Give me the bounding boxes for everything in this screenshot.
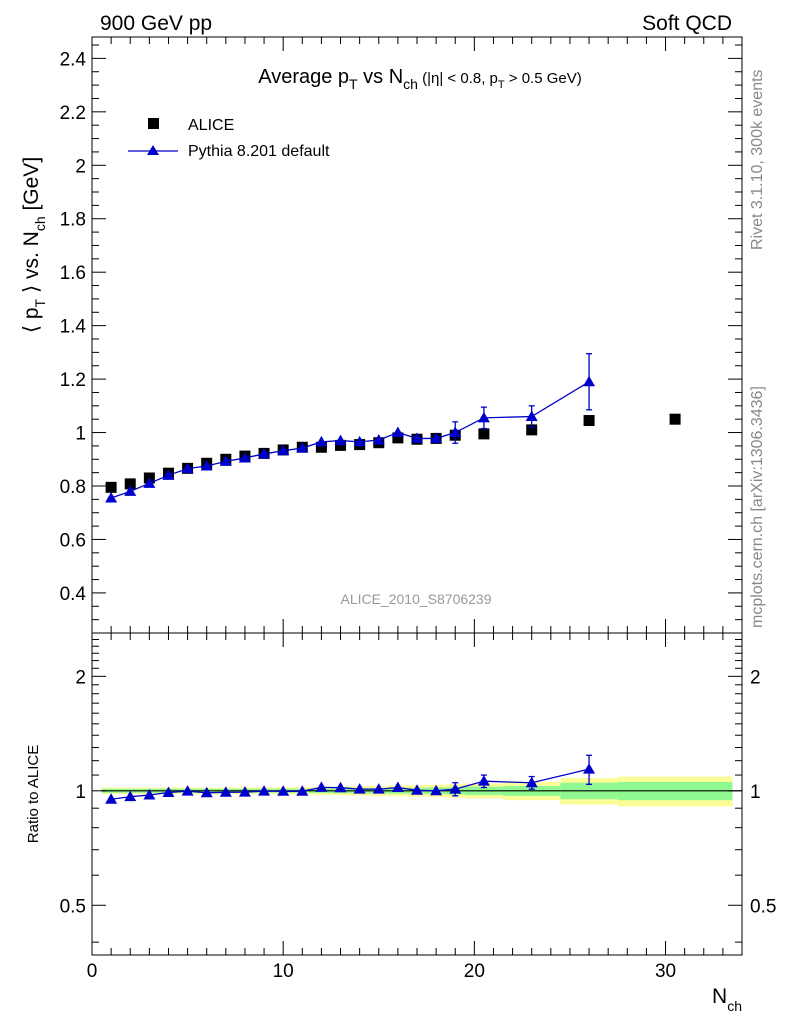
pythia-point <box>219 455 232 466</box>
pythia-point <box>315 435 328 447</box>
pythia-point <box>258 447 271 459</box>
ratio-pythia-point <box>105 793 118 804</box>
y-tick-label: 2 <box>75 156 86 177</box>
ratio-pythia-point <box>334 781 347 793</box>
pythia-point <box>238 451 251 463</box>
x-axis-label: Nch <box>712 985 742 1014</box>
pythia-point <box>143 477 156 488</box>
rivet-label: Rivet 3.1.10, 300k events <box>749 69 766 250</box>
alice-point <box>105 481 117 493</box>
alice-point <box>335 439 347 451</box>
ratio-pythia-point <box>411 784 423 795</box>
pythia-point <box>583 375 596 387</box>
y-tick-label: 0.4 <box>60 584 87 605</box>
pythia-point <box>105 492 118 503</box>
mcplots-label: mcplots.cern.ch [arXiv:1306.3436] <box>749 386 766 628</box>
pythia-point <box>181 462 194 474</box>
pythia-point <box>162 469 175 480</box>
alice-point <box>315 441 327 453</box>
ratio-pythia-point <box>238 786 251 797</box>
legend-alice-marker <box>148 118 159 129</box>
pythia-point <box>477 411 490 423</box>
alice-point <box>583 415 595 427</box>
pythia-point <box>296 442 309 453</box>
ratio-pythia-point <box>315 781 328 792</box>
ratio-y-tick-label: 1 <box>75 782 86 803</box>
pythia-point <box>372 434 385 445</box>
y-tick-label: 1 <box>75 424 86 445</box>
pythia-line <box>110 381 590 499</box>
ratio-pythia-point <box>258 785 271 796</box>
y-tick-label: 1.2 <box>60 370 86 391</box>
ratio-pythia-point <box>162 786 175 797</box>
legend-alice-label: ALICE <box>188 117 234 134</box>
ratio-pythia-point <box>583 763 596 774</box>
ratio-pythia-point <box>296 785 309 796</box>
legend-pythia-marker <box>147 145 159 155</box>
chart-title: Average pT vs Nch (|η| < 0.8, pT > 0.5 G… <box>258 66 582 92</box>
pythia-point <box>277 444 290 456</box>
y-tick-label: 2.2 <box>60 103 86 124</box>
ratio-pythia-point <box>477 775 490 786</box>
alice-point <box>478 428 490 440</box>
ratio-pythia-point <box>430 784 443 796</box>
x-tick-label: 30 <box>655 961 676 982</box>
x-tick-label: 0 <box>87 961 98 982</box>
ratio-y-tick-label-right: 0.5 <box>750 896 776 917</box>
ratio-pythia-point <box>124 790 137 802</box>
pythia-point <box>411 432 423 443</box>
pythia-point <box>449 426 462 438</box>
x-tick-label: 10 <box>273 961 294 982</box>
ratio-pythia-point <box>181 785 194 796</box>
ratio-pythia-point <box>449 783 462 794</box>
alice-point <box>392 432 404 444</box>
ratio-pythia-point <box>391 781 404 793</box>
pythia-point <box>525 410 538 422</box>
pythia-point <box>124 485 137 496</box>
main-panel: 0.4 0.6 0.8 1 1.2 1.4 1.6 1.8 2 2.2 2.4 Average pT… <box>20 36 743 634</box>
legend: ALICE Pythia 8.201 default <box>128 117 330 160</box>
ratio-pythia-point <box>219 786 232 797</box>
y-axis-label: ⟨ pT ⟩ vs. Nch [GeV] <box>20 157 48 333</box>
pythia-point <box>391 426 404 438</box>
x-tick-label: 20 <box>464 961 485 982</box>
ratio-y-tick-label: 2 <box>75 667 86 688</box>
ratio-y-tick-label-right: 1 <box>750 782 761 803</box>
y-tick-label: 1.8 <box>60 210 86 231</box>
header-left: 900 GeV pp <box>100 12 212 35</box>
ratio-pythia-point <box>372 783 385 794</box>
alice-point <box>124 478 136 490</box>
analysis-watermark: ALICE_2010_S8706239 <box>340 591 491 607</box>
y-tick-label: 1.6 <box>60 263 86 284</box>
pythia-point <box>430 432 443 443</box>
y-tick-label: 0.6 <box>60 530 86 551</box>
ratio-pythia-point <box>353 783 366 794</box>
ratio-pythia-point <box>525 776 538 788</box>
ratio-y-axis-label: Ratio to ALICE <box>25 745 42 843</box>
legend-pythia-label: Pythia 8.201 default <box>188 143 330 160</box>
ratio-pythia-line <box>111 768 590 800</box>
ratio-y-tick-label-right: 2 <box>750 667 761 688</box>
ratio-pythia-point <box>277 785 290 796</box>
ratio-y-tick-label: 0.5 <box>60 896 86 917</box>
pythia-point <box>200 459 213 471</box>
alice-point <box>669 413 681 425</box>
alice-point <box>526 424 538 436</box>
ratio-pythia-point <box>143 788 156 800</box>
header-right: Soft QCD <box>642 12 732 35</box>
y-tick-label: 1.4 <box>60 317 87 338</box>
pythia-point <box>353 435 366 447</box>
pythia-point <box>334 434 347 446</box>
ratio-panel: 0.5 0.51 12 20 10 20 30 Ratio to ALICE Nch <box>25 632 776 1014</box>
ratio-pythia-point <box>200 786 213 798</box>
y-tick-label: 2.4 <box>60 49 87 70</box>
y-tick-label: 0.8 <box>60 477 86 498</box>
